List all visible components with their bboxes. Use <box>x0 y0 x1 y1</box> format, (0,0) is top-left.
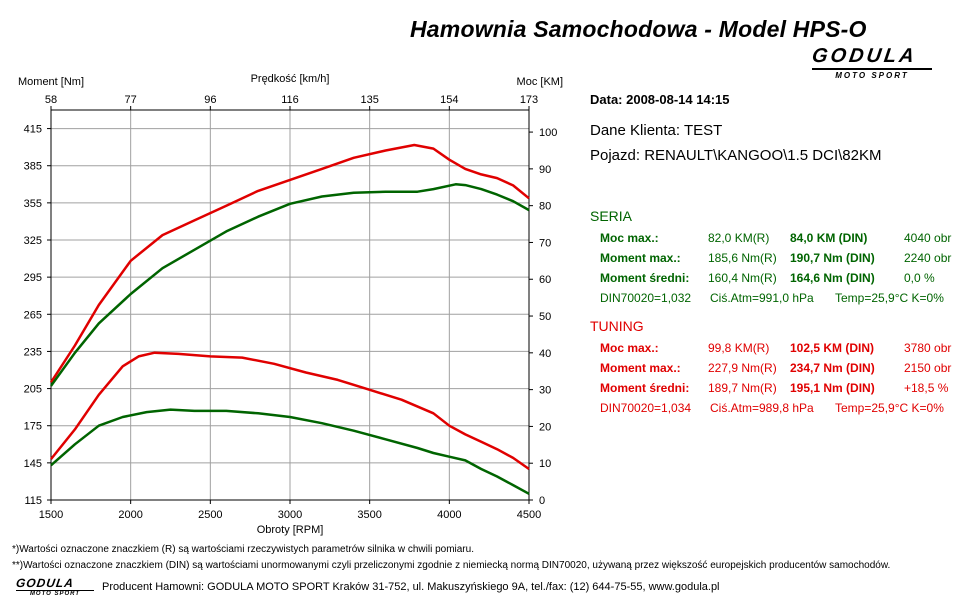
test-date: Data: 2008-08-14 14:15 <box>590 92 730 107</box>
result-real: 185,6 Nm(R) <box>708 251 777 265</box>
x-axis-title: Obroty [RPM] <box>257 524 324 536</box>
y-tick-label: 115 <box>24 495 42 507</box>
x-tick-label: 4500 <box>517 509 541 521</box>
result-din: 164,6 Nm (DIN) <box>790 271 875 285</box>
result-din: 84,0 KM (DIN) <box>790 231 868 245</box>
din-atm: Ciś.Atm=989,8 hPa <box>710 401 814 415</box>
y2-tick-label: 40 <box>539 348 551 360</box>
y2-tick-label: 20 <box>539 421 551 433</box>
logo-brand: GODULA <box>15 576 75 590</box>
client-name: Dane Klienta: TEST <box>590 122 723 139</box>
seria-power-line <box>49 183 530 387</box>
speed-tick-label: 154 <box>440 94 458 106</box>
y-tick-label: 205 <box>24 384 42 396</box>
x-tick-label: 1500 <box>39 509 63 521</box>
y-tick-label: 175 <box>24 421 42 433</box>
speed-tick-label: 135 <box>360 94 378 106</box>
result-extra: 3780 obr <box>904 341 952 355</box>
y2-tick-label: 100 <box>539 127 557 139</box>
y2-tick-label: 80 <box>539 201 551 213</box>
y-tick-label: 415 <box>24 124 42 136</box>
y-tick-label: 295 <box>24 272 42 284</box>
result-extra: +18,5 % <box>904 381 949 395</box>
result-real: 82,0 KM(R) <box>708 231 770 245</box>
plot-border <box>50 109 530 501</box>
producer-info: Producent Hamowni: GODULA MOTO SPORT Kra… <box>102 581 720 593</box>
x-tick-label: 2500 <box>198 509 222 521</box>
result-din: 195,1 Nm (DIN) <box>790 381 875 395</box>
seria-torque-line <box>50 408 530 495</box>
logo-sub: MOTO SPORT <box>812 68 932 80</box>
result-label: Moc max.: <box>600 231 659 245</box>
y-tick-label: 265 <box>24 309 42 321</box>
result-label: Moment max.: <box>600 361 681 375</box>
result-real: 227,9 Nm(R) <box>708 361 777 375</box>
result-din: 190,7 Nm (DIN) <box>790 251 875 265</box>
vehicle-name: Pojazd: RENAULT\KANGOO\1.5 DCI\82KM <box>590 147 882 164</box>
result-real: 189,7 Nm(R) <box>708 381 777 395</box>
y2-tick-label: 10 <box>539 458 551 470</box>
y-tick-label: 325 <box>24 235 42 247</box>
y2-tick-label: 60 <box>539 274 551 286</box>
x-tick-label: 3500 <box>357 509 381 521</box>
din-factor: DIN70020=1,034 <box>600 401 692 415</box>
result-extra: 2150 obr <box>904 361 952 375</box>
page-title: Hamownia Samochodowa - Model HPS-O <box>410 16 867 42</box>
y-tick-label: 235 <box>24 346 42 358</box>
din-factor: DIN70020=1,032 <box>600 291 692 305</box>
godula-logo-small: GODULA MOTO SPORT <box>15 576 94 597</box>
result-extra: 4040 obr <box>904 231 952 245</box>
result-label: Moment max.: <box>600 251 681 265</box>
y2-tick-label: 90 <box>539 164 551 176</box>
result-label: Moc max.: <box>600 341 659 355</box>
result-real: 99,8 KM(R) <box>708 341 770 355</box>
y2-tick-label: 0 <box>539 495 545 507</box>
x-tick-label: 3000 <box>278 509 302 521</box>
y2-tick-label: 50 <box>539 311 551 323</box>
godula-logo: GODULA MOTO SPORT <box>811 45 932 80</box>
x-tick-label: 2000 <box>118 509 142 521</box>
tuning-title: TUNING <box>590 318 644 334</box>
footnote-r: *)Wartości oznaczone znaczkiem (R) są wa… <box>12 544 474 555</box>
result-real: 160,4 Nm(R) <box>708 271 777 285</box>
y2-tick-label: 30 <box>539 385 551 397</box>
x2-axis-title: Prędkość [km/h] <box>251 73 330 85</box>
result-extra: 0,0 % <box>904 271 935 285</box>
result-label: Moment średni: <box>600 381 690 395</box>
y2-tick-label: 70 <box>539 237 551 249</box>
din-temp: Temp=25,9°C K=0% <box>835 291 944 305</box>
x-tick-label: 4000 <box>437 509 461 521</box>
y-tick-label: 385 <box>24 161 42 173</box>
footnotes: *)Wartości oznaczone znaczkiem (R) są wa… <box>12 544 890 576</box>
speed-tick-label: 116 <box>281 94 299 106</box>
y-tick-label: 355 <box>24 198 42 210</box>
speed-tick-label: 173 <box>520 94 538 106</box>
din-temp: Temp=25,9°C K=0% <box>835 401 944 415</box>
tuning-torque-line <box>50 351 530 471</box>
result-label: Moment średni: <box>600 271 690 285</box>
din-atm: Ciś.Atm=991,0 hPa <box>710 291 814 305</box>
speed-tick-label: 77 <box>125 94 137 106</box>
seria-title: SERIA <box>590 208 633 224</box>
y-axis-title: Moment [Nm] <box>18 76 84 88</box>
y2-axis-title: Moc [KM] <box>517 76 563 88</box>
logo-sub: MOTO SPORT <box>16 590 94 597</box>
y-tick-label: 145 <box>24 458 42 470</box>
result-extra: 2240 obr <box>904 251 952 265</box>
result-din: 102,5 KM (DIN) <box>790 341 875 355</box>
tuning-power-line <box>49 143 530 383</box>
footnote-din: **)Wartości oznaczone znaczkiem (DIN) są… <box>12 560 891 571</box>
result-din: 234,7 Nm (DIN) <box>790 361 875 375</box>
speed-tick-label: 96 <box>204 94 216 106</box>
speed-tick-label: 58 <box>45 94 57 106</box>
